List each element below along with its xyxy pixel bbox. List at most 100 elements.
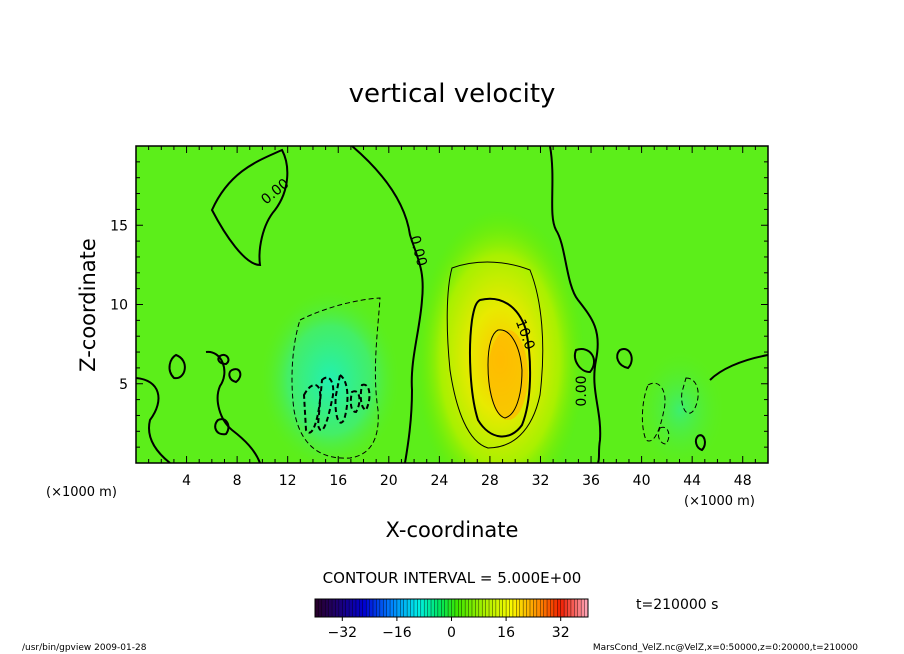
colorbar-cell xyxy=(352,599,357,617)
contour-10 xyxy=(469,297,532,438)
zero-contour-southwest xyxy=(136,377,171,463)
colorbar-cell xyxy=(478,599,483,617)
x-tick-label: 12 xyxy=(279,473,297,489)
colorbar-cell xyxy=(581,599,585,617)
downdraft-region-east xyxy=(635,350,725,463)
colorbar-cell xyxy=(492,599,497,617)
colorbar-cell xyxy=(529,599,534,617)
colorbar-cell xyxy=(482,599,486,617)
zero-contour-southeast xyxy=(709,354,768,381)
colorbar-cell xyxy=(574,599,579,617)
y-axis-label: Z-coordinate xyxy=(76,238,100,372)
x-tick-label: 24 xyxy=(430,473,448,489)
colorbar-cell xyxy=(499,599,503,617)
contour-5 xyxy=(446,261,544,449)
colorbar-cell xyxy=(454,599,459,617)
colorbar-cell xyxy=(485,599,490,617)
contour-15 xyxy=(487,329,523,419)
colorbar-cell xyxy=(390,599,394,617)
footer-right: MarsCond_VelZ.nc@VelZ,x=0:50000,z=0:2000… xyxy=(593,643,858,653)
colorbar-cell xyxy=(458,599,463,617)
colorbar-cell xyxy=(328,599,333,617)
colorbar-cell xyxy=(557,599,561,617)
chart-title: vertical velocity xyxy=(349,79,556,109)
colorbar-cell xyxy=(567,599,572,617)
x-tick-label: 8 xyxy=(233,473,242,489)
colorbar-cell xyxy=(444,599,449,617)
x-tick-label: 20 xyxy=(380,473,398,489)
colorbar-cell xyxy=(332,599,336,617)
colorbar-cell xyxy=(495,599,500,617)
colorbar-cell xyxy=(427,599,432,617)
colorbar-cell xyxy=(553,599,558,617)
colorbar-cell xyxy=(407,599,411,617)
colorbar-cell xyxy=(560,599,565,617)
colorbar-cell xyxy=(362,599,367,617)
zero-contour-small-1 xyxy=(168,353,186,380)
colorbar-cell xyxy=(373,599,377,617)
zero-contour-east-small xyxy=(574,348,633,374)
colorbar-cell xyxy=(502,599,507,617)
y-tick-label: 5 xyxy=(119,377,128,393)
x-axis: 4 8 12 16 20 24 28 32 36 40 44 48 xyxy=(148,146,756,489)
colorbar-cell xyxy=(355,599,360,617)
colorbar-cell xyxy=(376,599,381,617)
colorbar-cell xyxy=(393,599,398,617)
colorbar-cell xyxy=(403,599,408,617)
colorbar-ticks: −32 −16 0 16 32 xyxy=(328,617,570,641)
colorbar-cell xyxy=(577,599,582,617)
colorbar-cell xyxy=(437,599,442,617)
colorbar-cell xyxy=(431,599,435,617)
colorbar-cell xyxy=(570,599,575,617)
colorbar-tick-label: 32 xyxy=(552,625,570,641)
colorbar-cell xyxy=(318,599,323,617)
colorbar-cell xyxy=(550,599,555,617)
colorbar-tick-label: −16 xyxy=(382,625,412,641)
colorbar-cell xyxy=(584,599,589,617)
x-unit-left: (×1000 m) xyxy=(46,485,117,500)
footer-left: /usr/bin/gpview 2009-01-28 xyxy=(22,643,147,653)
colorbar-cell xyxy=(516,599,521,617)
colorbar-cell xyxy=(325,599,329,617)
colorbar-cell xyxy=(468,599,473,617)
colorbar-tick-label: −32 xyxy=(328,625,358,641)
colorbar-cell xyxy=(465,599,469,617)
colorbar-cell xyxy=(410,599,415,617)
colorbar-cell xyxy=(386,599,391,617)
zero-contour-center xyxy=(351,146,424,463)
colorbar xyxy=(315,599,589,617)
colorbar-cell xyxy=(342,599,347,617)
colorbar-cell xyxy=(335,599,340,617)
colorbar-cell xyxy=(400,599,405,617)
colorbar-cell xyxy=(543,599,548,617)
colorbar-cell xyxy=(424,599,428,617)
x-tick-label: 4 xyxy=(182,473,191,489)
downdraft-region xyxy=(260,290,400,463)
colorbar-cell xyxy=(434,599,439,617)
colorbar-cell xyxy=(315,599,319,617)
colorbar-cell xyxy=(489,599,493,617)
heatmap-field xyxy=(136,146,768,463)
colorbar-cell xyxy=(420,599,425,617)
x-axis-label: X-coordinate xyxy=(386,518,519,542)
colorbar-cell xyxy=(533,599,538,617)
colorbar-cell xyxy=(417,599,422,617)
time-label: t=210000 s xyxy=(636,597,718,613)
x-tick-label: 36 xyxy=(582,473,600,489)
colorbar-cell xyxy=(564,599,568,617)
colorbar-cell xyxy=(471,599,476,617)
colorbar-cell xyxy=(366,599,370,617)
contour-label: 0.00 xyxy=(406,234,430,268)
x-tick-label: 32 xyxy=(532,473,550,489)
x-tick-label: 16 xyxy=(329,473,347,489)
colorbar-cell xyxy=(441,599,445,617)
colorbar-cell xyxy=(547,599,551,617)
colorbar-cell xyxy=(321,599,326,617)
colorbar-cell xyxy=(451,599,456,617)
colorbar-cell xyxy=(413,599,418,617)
x-tick-label: 40 xyxy=(633,473,651,489)
colorbar-tick-label: 0 xyxy=(447,625,456,641)
colorbar-tick-label: 16 xyxy=(497,625,515,641)
contour-neg5-west xyxy=(291,297,381,459)
